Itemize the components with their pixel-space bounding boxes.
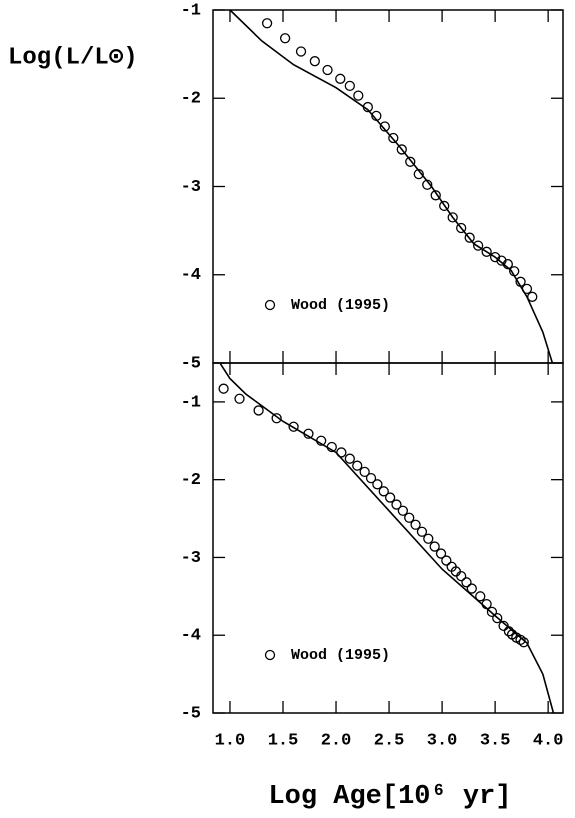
data-point bbox=[326, 441, 337, 453]
data-point bbox=[503, 626, 515, 637]
x-tick-label: 4.0 bbox=[533, 731, 564, 750]
data-point bbox=[429, 541, 440, 552]
data-point bbox=[423, 533, 434, 544]
data-point bbox=[466, 583, 477, 594]
data-point bbox=[384, 492, 396, 503]
data-point bbox=[498, 620, 509, 632]
data-point bbox=[295, 46, 307, 57]
legend-marker bbox=[264, 299, 276, 311]
data-point bbox=[461, 577, 472, 588]
data-point bbox=[481, 598, 492, 610]
x-tick-label: 2.5 bbox=[374, 731, 405, 750]
y-axis-label: Log(L/L⊙) bbox=[8, 44, 138, 71]
legend-marker bbox=[264, 649, 276, 661]
data-point bbox=[489, 251, 501, 263]
x-tick-label: 3.5 bbox=[480, 731, 511, 750]
x-tick-label: 2.0 bbox=[321, 731, 352, 750]
data-point bbox=[413, 168, 424, 180]
data-point bbox=[475, 591, 486, 602]
x-axis-label: Log Age[10⁶ yr] bbox=[268, 782, 511, 812]
data-point bbox=[464, 232, 475, 243]
data-point bbox=[456, 222, 467, 234]
data-point bbox=[271, 413, 282, 424]
data-point bbox=[515, 276, 526, 287]
y-tick-label: -2 bbox=[181, 471, 201, 490]
data-point bbox=[410, 519, 421, 530]
data-point bbox=[416, 526, 428, 537]
y-tick-label: -4 bbox=[181, 266, 201, 285]
data-point bbox=[261, 18, 273, 29]
data-point bbox=[388, 132, 399, 144]
data-point bbox=[473, 240, 484, 251]
data-point bbox=[352, 460, 363, 471]
y-tick-label: -5 bbox=[181, 704, 201, 723]
data-point bbox=[397, 505, 408, 516]
data-point bbox=[492, 612, 503, 624]
data-point bbox=[253, 405, 264, 416]
data-point bbox=[234, 393, 245, 404]
data-point bbox=[422, 179, 433, 190]
data-point bbox=[303, 428, 314, 439]
data-point bbox=[439, 200, 450, 212]
model-curve bbox=[229, 9, 554, 364]
data-point bbox=[336, 447, 347, 458]
data-point bbox=[430, 190, 441, 201]
data-point bbox=[405, 156, 416, 167]
y-tick-label: -2 bbox=[181, 90, 201, 109]
x-tick-label: 1.5 bbox=[268, 731, 299, 750]
data-point bbox=[435, 548, 447, 559]
data-point bbox=[218, 383, 229, 394]
data-point bbox=[515, 634, 526, 646]
data-point bbox=[365, 472, 377, 484]
data-point bbox=[344, 80, 355, 92]
y-tick-label: -5 bbox=[181, 354, 201, 373]
plot-frame bbox=[212, 362, 564, 714]
data-point bbox=[486, 606, 498, 618]
data-point bbox=[371, 110, 382, 122]
x-tick-label: 3.0 bbox=[427, 731, 458, 750]
y-tick-label: -1 bbox=[181, 1, 201, 20]
data-point bbox=[518, 637, 529, 648]
data-point bbox=[309, 56, 320, 67]
data-point bbox=[527, 291, 538, 302]
data-point bbox=[441, 555, 452, 566]
data-point bbox=[378, 486, 389, 497]
data-point bbox=[379, 121, 390, 132]
y-tick-label: -4 bbox=[181, 627, 201, 646]
y-tick-label: -1 bbox=[181, 393, 201, 412]
data-point bbox=[372, 479, 383, 490]
legend-label: Wood (1995) bbox=[291, 647, 390, 664]
data-point bbox=[521, 283, 533, 295]
data-point bbox=[335, 73, 346, 84]
data-point bbox=[316, 435, 327, 446]
data-point bbox=[344, 453, 355, 464]
model-curve bbox=[219, 363, 555, 714]
y-tick-label: -3 bbox=[181, 178, 201, 197]
data-point bbox=[362, 101, 373, 113]
data-point bbox=[353, 90, 364, 101]
data-point bbox=[447, 212, 458, 223]
data-point bbox=[502, 259, 513, 270]
data-point bbox=[404, 512, 415, 523]
y-tick-label: -3 bbox=[181, 549, 201, 568]
data-point bbox=[359, 466, 370, 478]
data-point bbox=[496, 255, 507, 266]
data-point bbox=[456, 570, 467, 582]
data-point bbox=[279, 33, 291, 44]
x-tick-label: 1.0 bbox=[215, 731, 246, 750]
data-point bbox=[509, 266, 520, 277]
data-point bbox=[322, 64, 333, 76]
data-point bbox=[288, 421, 299, 432]
data-point bbox=[396, 144, 407, 155]
data-point bbox=[481, 246, 492, 257]
legend-label: Wood (1995) bbox=[291, 297, 390, 314]
data-point bbox=[391, 499, 402, 510]
